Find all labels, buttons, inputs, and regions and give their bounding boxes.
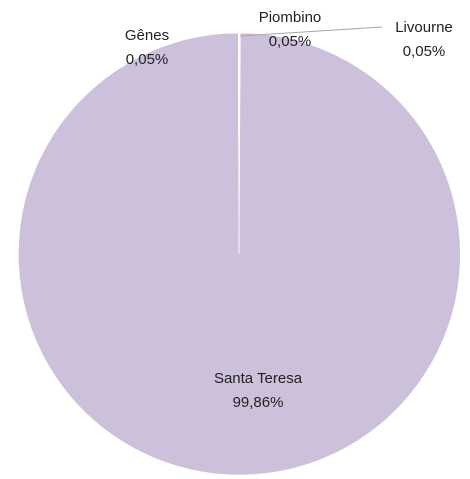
- label-value-genes: 0,05%: [126, 51, 169, 68]
- label-name-livourne: Livourne: [395, 19, 453, 36]
- label-value-piombino: 0,05%: [269, 33, 312, 50]
- label-value-livourne: 0,05%: [403, 43, 446, 60]
- leader-line-livourne: [239, 26, 383, 37]
- pie-slice-santa-teresa: [18, 32, 461, 476]
- label-value-santa-teresa: 99,86%: [233, 394, 284, 411]
- pie-slices: [18, 32, 461, 476]
- pie-slice-genes: [238, 32, 240, 255]
- label-name-genes: Gênes: [125, 27, 169, 44]
- label-name-santa-teresa: Santa Teresa: [214, 370, 303, 387]
- label-name-piombino: Piombino: [259, 9, 322, 26]
